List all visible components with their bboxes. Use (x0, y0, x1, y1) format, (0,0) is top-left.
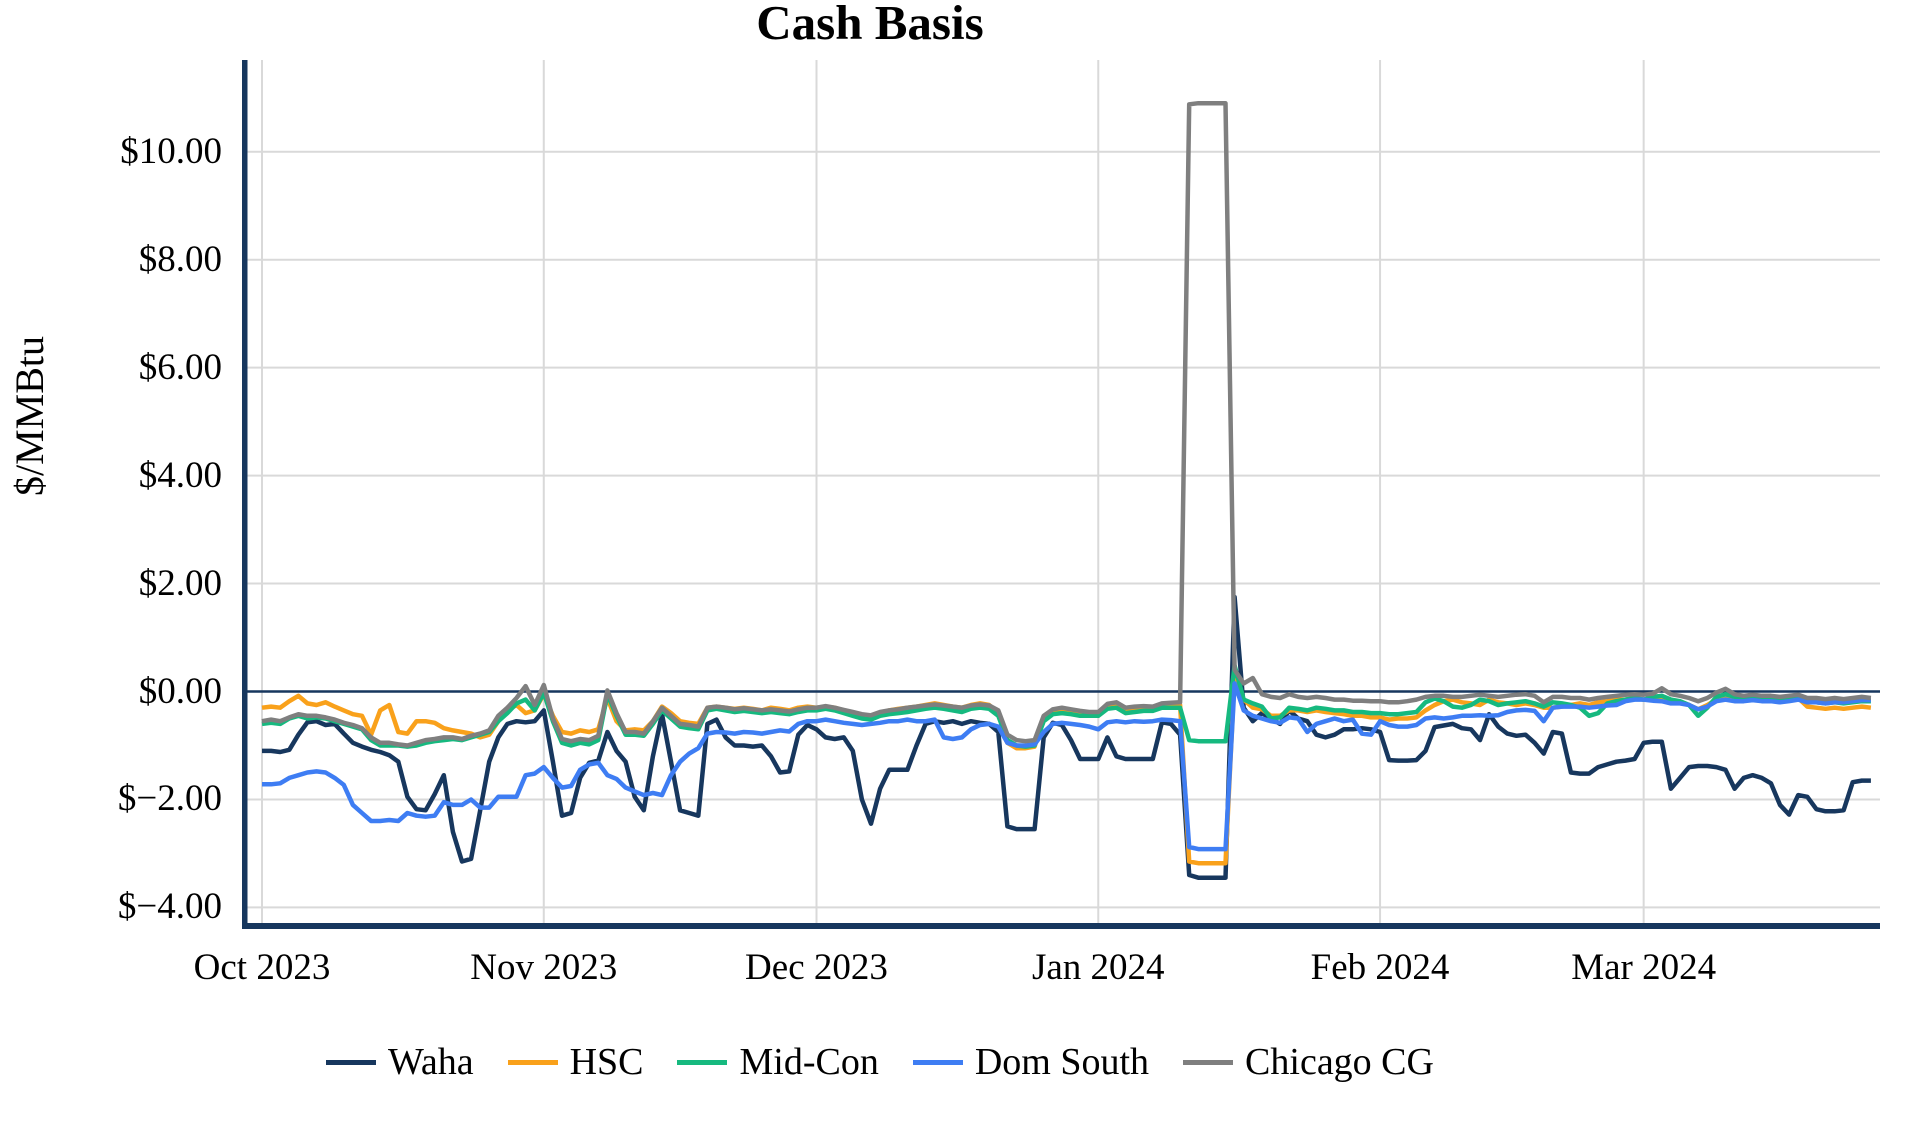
legend-item-mid-con: Mid-Con (677, 1038, 879, 1086)
x-tick-label: Jan 2024 (1031, 947, 1165, 988)
y-tick-label: $−2.00 (117, 778, 222, 820)
series-line-hsc (261, 673, 1872, 866)
x-tick-label: Feb 2024 (1310, 947, 1450, 988)
legend-label: Dom South (974, 1041, 1150, 1083)
legend-swatch-icon (912, 1059, 963, 1065)
legend-label: Chicago CG (1245, 1041, 1434, 1083)
legend-item-hsc: HSC (507, 1038, 644, 1086)
legend-swatch-icon (1183, 1059, 1234, 1065)
legend-swatch-icon (326, 1059, 376, 1065)
legend-swatch-icon (507, 1059, 558, 1065)
series-line-dom-south (262, 681, 1871, 852)
y-tick-label: $6.00 (138, 346, 222, 388)
chart-title: Cash Basis (756, 0, 984, 50)
legend: Waha HSC Mid-Con Dom South Chicago CG (0, 1036, 1760, 1088)
legend-item-waha: Waha (326, 1038, 474, 1086)
y-tick-label: $8.00 (138, 238, 222, 280)
series-line-waha (262, 594, 1871, 880)
plot-area (242, 60, 1880, 929)
y-axis-title: $/MMBtu (7, 335, 52, 497)
legend-label: HSC (569, 1041, 644, 1083)
x-tick-label: Mar 2024 (1571, 947, 1717, 988)
x-tick-label: Oct 2023 (193, 947, 331, 988)
y-tick-label: $4.00 (138, 454, 222, 496)
y-tick-label: $0.00 (138, 670, 222, 712)
y-tick-label: $2.00 (138, 562, 222, 604)
y-tick-label: $−4.00 (117, 886, 222, 928)
series-line-chicago-cg (261, 100, 1872, 748)
legend-item-dom-south: Dom South (912, 1038, 1150, 1086)
legend-label: Mid-Con (739, 1041, 879, 1083)
x-tick-label: Nov 2023 (470, 947, 618, 988)
legend-label: Waha (388, 1041, 474, 1083)
legend-item-chicago-cg: Chicago CG (1183, 1038, 1434, 1086)
y-tick-label: $10.00 (120, 130, 222, 172)
x-tick-label: Dec 2023 (745, 947, 888, 988)
legend-swatch-icon (677, 1059, 728, 1065)
